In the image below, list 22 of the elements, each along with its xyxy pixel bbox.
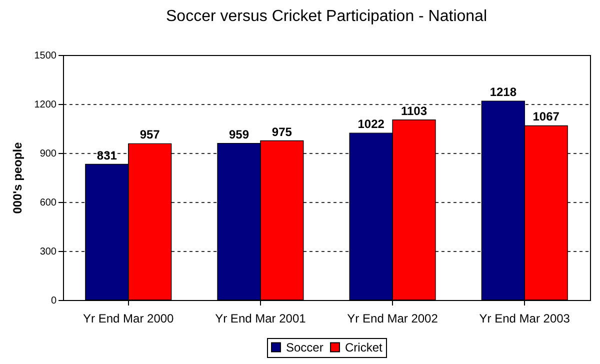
- y-tick-label: 600: [40, 198, 57, 208]
- data-label: 1218: [490, 85, 517, 100]
- legend-label: Cricket: [345, 340, 383, 354]
- y-tick-label: 1500: [34, 50, 57, 62]
- y-tick-label: 1200: [34, 100, 57, 110]
- data-label: 1103: [400, 104, 428, 118]
- y-tick-label: 0: [50, 296, 57, 306]
- y-axis-title: 000's people: [10, 142, 24, 214]
- x-tick-label: Yr End Mar 2001: [215, 312, 306, 326]
- data-label: 831: [96, 148, 118, 162]
- data-label: 959: [228, 127, 250, 142]
- y-tick-label: 900: [40, 148, 57, 160]
- x-tick-label: Yr End Mar 2003: [479, 312, 570, 326]
- x-tick-label: Yr End Mar 2000: [83, 312, 174, 326]
- chart-title: Soccer versus Cricket Participation - National: [166, 8, 488, 25]
- data-label: 1022: [358, 117, 385, 132]
- data-label: 957: [140, 128, 160, 142]
- y-tick-label: 300: [40, 246, 57, 258]
- legend-label: Soccer: [286, 340, 324, 354]
- x-tick-label: Yr End Mar 2002: [347, 312, 438, 326]
- data-label: 975: [272, 124, 292, 139]
- data-label: 1067: [532, 110, 560, 124]
